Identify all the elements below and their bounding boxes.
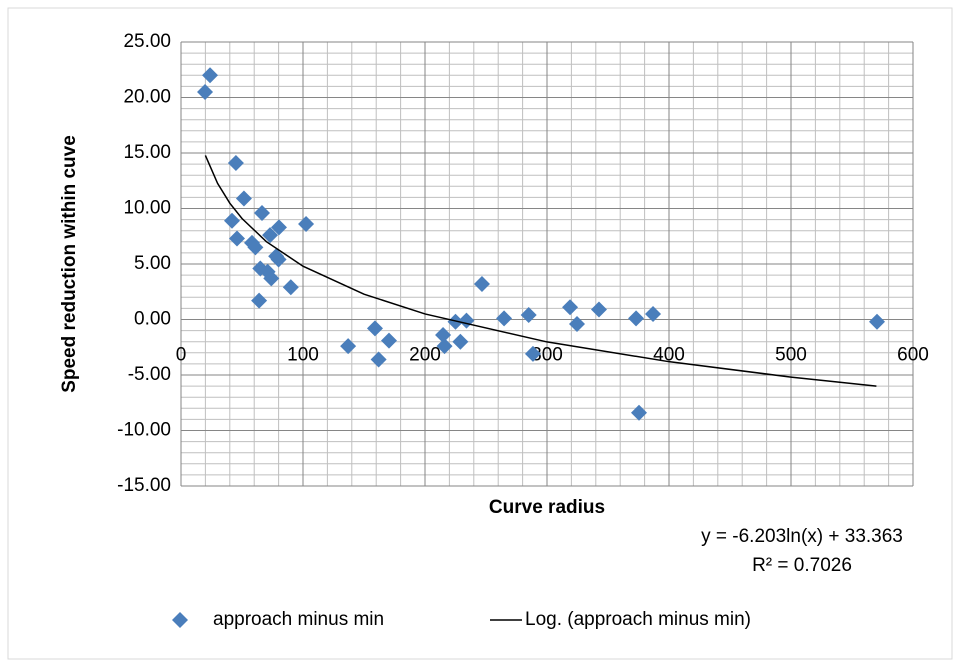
data-point [235, 190, 252, 207]
x-axis-title: Curve radius [489, 497, 605, 518]
y-tick-label: 15.00 [123, 142, 171, 163]
plot: 0 100 200 300 400 500 600-15.00-10.00-5.000.00… [117, 31, 929, 496]
x-tick-label: 500 [775, 345, 807, 366]
y-tick-label: 5.00 [134, 253, 171, 274]
data-point [452, 333, 469, 350]
data-point [223, 212, 240, 229]
data-point [263, 270, 280, 287]
data-point [524, 345, 541, 362]
x-tick-label: 200 [409, 345, 441, 366]
x-tick-label: 0 [176, 345, 187, 366]
y-tick-label: 10.00 [123, 198, 171, 219]
y-tick-label: -5.00 [128, 364, 171, 385]
x-tick-label: 300 [531, 345, 563, 366]
data-point [569, 315, 586, 332]
data-point [270, 251, 287, 268]
data-point [197, 83, 214, 100]
data-point [262, 227, 279, 244]
trendline [204, 155, 877, 387]
data-point [370, 351, 387, 368]
data-point [227, 154, 244, 171]
data-point [496, 310, 513, 327]
data-point [628, 310, 645, 327]
data-point [435, 327, 452, 344]
legend: approach minus min Log. (approach minus m… [172, 609, 751, 630]
data-point [282, 279, 299, 296]
data-point [202, 67, 219, 84]
data-point [447, 313, 464, 330]
data-point [254, 204, 271, 221]
data-point [645, 305, 662, 322]
y-tick-label: 20.00 [123, 87, 171, 108]
x-tick-label: 100 [287, 345, 319, 366]
data-point [247, 239, 264, 256]
legend-label: Log. (approach minus min) [525, 609, 751, 630]
data-point [251, 292, 268, 309]
x-tick-label: 600 [897, 345, 929, 366]
data-point [366, 320, 383, 337]
data-point [590, 301, 607, 318]
data-point [340, 338, 357, 355]
data-point [630, 404, 647, 421]
y-tick-label: -10.00 [117, 420, 171, 441]
y-tick-label: -15.00 [117, 475, 171, 496]
data-point [436, 338, 453, 355]
data-point [520, 307, 537, 324]
data-point [381, 332, 398, 349]
trendline-equation: y = -6.203ln(x) + 33.363 [701, 526, 903, 547]
trendline-r2: R² = 0.7026 [752, 555, 852, 576]
legend-marker [172, 612, 188, 628]
legend-label: approach minus min [213, 609, 384, 630]
data-point [298, 216, 315, 233]
data-point [869, 313, 886, 330]
data-point [270, 219, 287, 236]
y-tick-label: 0.00 [134, 309, 171, 330]
grid [180, 41, 914, 487]
data-point [473, 275, 490, 292]
data-point [562, 299, 579, 316]
y-tick-label: 25.00 [123, 31, 171, 52]
data-point [228, 230, 245, 247]
chart-border [7, 7, 953, 660]
y-axis-title: Speed reduction within cuve [59, 135, 80, 393]
